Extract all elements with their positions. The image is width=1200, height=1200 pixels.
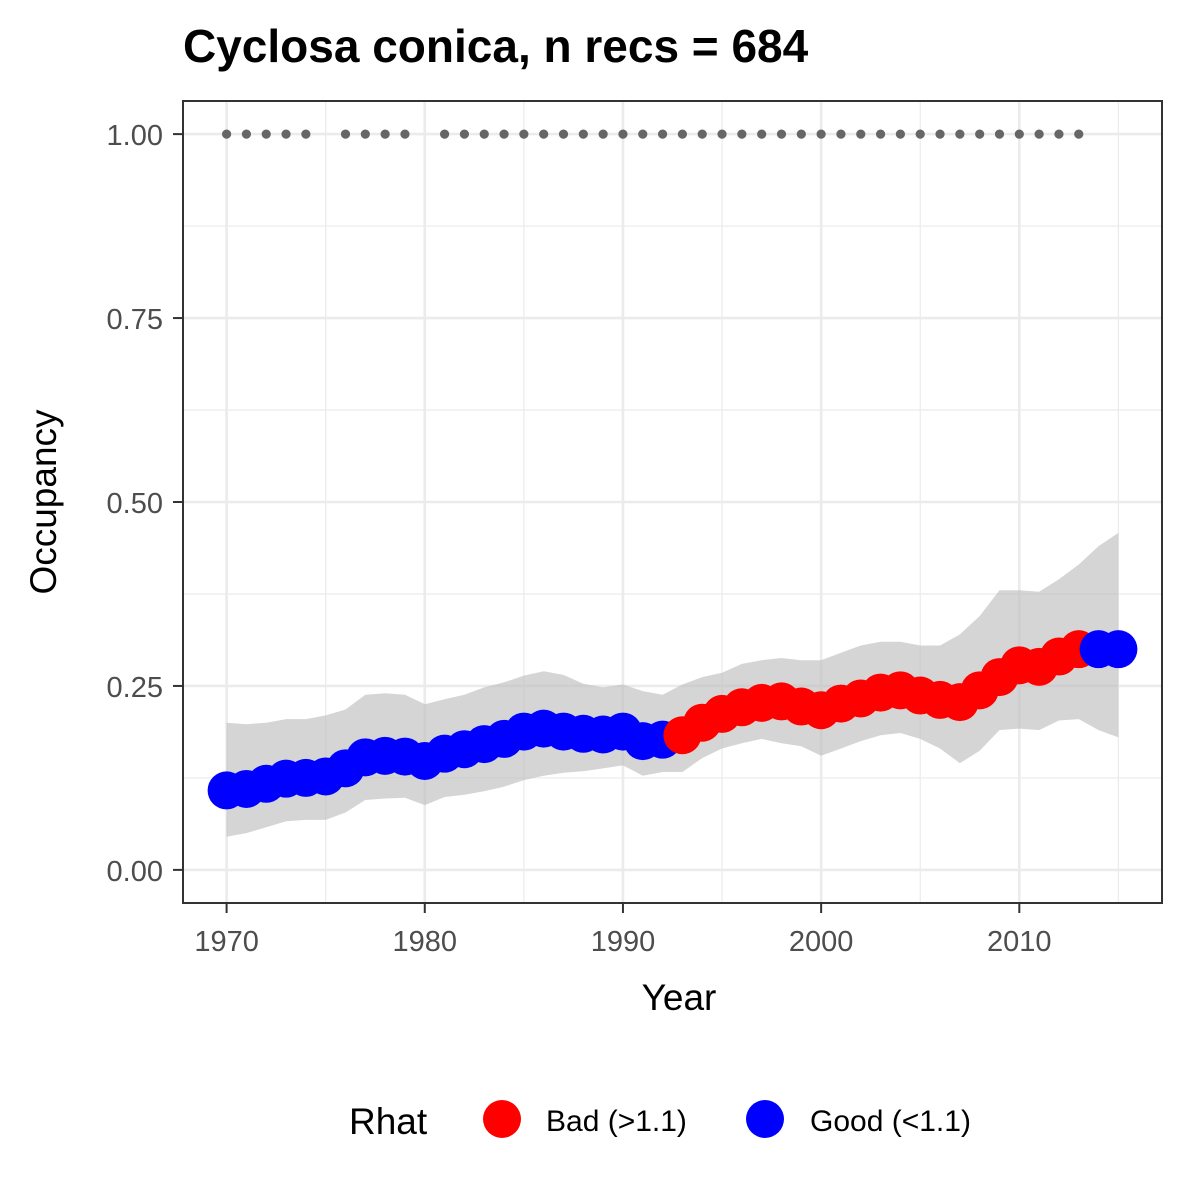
record-point: [340, 129, 351, 139]
record-point: [241, 129, 252, 139]
record-point: [875, 129, 886, 139]
x-tick-label: 1990: [591, 926, 656, 958]
record-point: [638, 129, 648, 139]
axes: 1970 1980 1990 2000 2010 0.00 0.25 0.50 0.75 1.00: [107, 120, 1052, 958]
record-point: [994, 129, 1005, 139]
record-point: [618, 129, 628, 139]
y-axis-title: Occupancy: [23, 409, 64, 595]
record-point: [499, 129, 509, 139]
point-good: [1099, 630, 1138, 669]
legend-title: Rhat: [349, 1101, 428, 1142]
record-point: [261, 129, 271, 139]
record-point: [558, 129, 569, 139]
y-tick-label: 0.75: [107, 304, 163, 336]
record-point: [380, 129, 390, 139]
occupancy-points-layer: [207, 630, 1138, 810]
record-point: [598, 129, 608, 139]
record-point: [281, 129, 291, 139]
legend: Rhat Bad (>1.1) Good (<1.1): [349, 1100, 971, 1142]
legend-key-bad: [483, 1100, 521, 1138]
record-point: [796, 129, 806, 139]
y-tick-label: 0.00: [107, 856, 163, 888]
y-tick-label: 0.50: [107, 488, 163, 520]
x-tick-label: 1980: [393, 926, 458, 958]
record-point: [677, 129, 688, 139]
legend-label-good: Good (<1.1): [810, 1105, 971, 1138]
record-point: [400, 129, 410, 139]
record-points-layer: [221, 129, 1084, 139]
legend-label-bad: Bad (>1.1): [546, 1105, 687, 1138]
y-tick-label: 1.00: [107, 120, 163, 152]
record-point: [975, 129, 985, 139]
record-point: [895, 129, 906, 139]
record-point: [539, 129, 549, 139]
record-point: [717, 129, 727, 139]
record-point: [935, 129, 945, 139]
record-point: [1034, 129, 1044, 139]
record-point: [737, 129, 747, 139]
record-point: [856, 129, 866, 139]
x-tick-label: 2010: [987, 926, 1052, 958]
record-point: [360, 129, 370, 139]
record-point: [439, 129, 450, 139]
record-point: [1054, 129, 1064, 139]
chart-title: Cyclosa conica, n recs = 684: [183, 20, 809, 72]
y-tick-label: 0.25: [107, 672, 163, 704]
record-point: [301, 129, 311, 139]
record-point: [915, 129, 925, 139]
record-point: [1074, 129, 1084, 139]
x-tick-label: 1970: [194, 926, 259, 958]
record-point: [697, 129, 707, 139]
record-point: [479, 129, 489, 139]
record-point: [578, 129, 588, 139]
record-point: [221, 129, 232, 139]
record-point: [1014, 129, 1024, 139]
record-point: [657, 129, 668, 139]
record-point: [776, 129, 787, 139]
legend-key-good: [746, 1100, 784, 1138]
record-point: [836, 129, 846, 139]
record-point: [459, 129, 470, 139]
record-point: [955, 129, 965, 139]
record-point: [816, 129, 826, 139]
x-tick-label: 2000: [789, 926, 854, 958]
x-axis-title: Year: [642, 977, 717, 1018]
record-point: [519, 129, 529, 139]
record-point: [757, 129, 767, 139]
